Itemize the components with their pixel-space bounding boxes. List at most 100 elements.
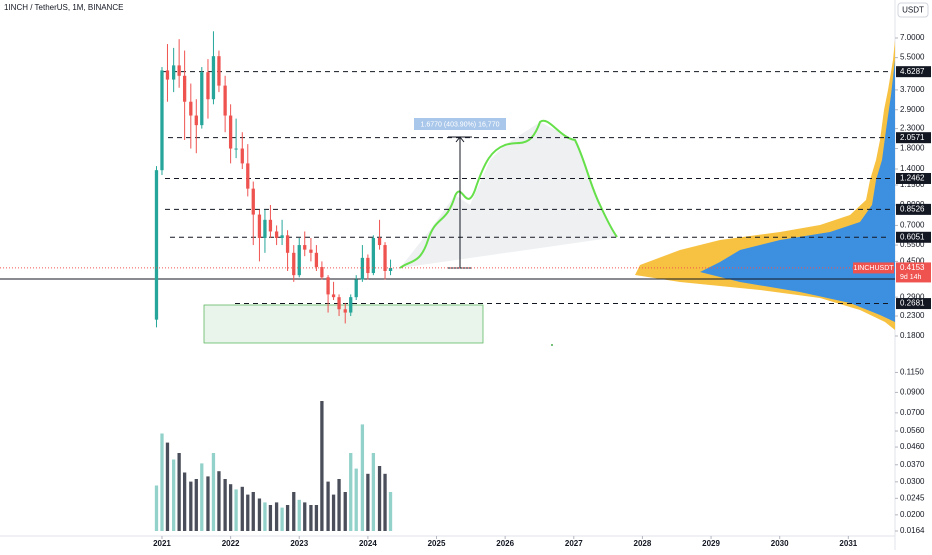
currency[interactable]: USDT [902, 6, 924, 15]
candle-body [285, 235, 290, 253]
y-tick-label: 0.0700 [900, 408, 925, 417]
measure-label-box [414, 118, 506, 130]
candle-body [320, 267, 324, 278]
candle-body [217, 56, 221, 86]
volume-bar [223, 479, 227, 531]
volume-bar [251, 492, 255, 531]
candle-body [349, 297, 353, 313]
chart-title: 1INCH / TetherUS, 1M, BINANCE [4, 3, 123, 12]
candle-body [177, 65, 181, 76]
projection-line [399, 119, 618, 269]
x-tick-label: 2031 [839, 539, 857, 548]
volume-bar [165, 442, 170, 531]
volume-bar [189, 481, 193, 531]
volume-bar [320, 401, 324, 531]
volume-bar [160, 433, 164, 531]
x-tick-label: 2025 [428, 539, 446, 548]
volume-bar [360, 424, 365, 531]
currency-button[interactable] [897, 2, 929, 18]
level-label: 1.2462 [900, 174, 925, 183]
y-tick-label: 1.1500 [900, 180, 925, 189]
candle-body [309, 249, 313, 253]
volume-bar [246, 494, 250, 531]
candle-body [314, 252, 319, 268]
candle-body [234, 148, 238, 150]
candle-body [223, 85, 227, 116]
volume-bar [263, 502, 267, 531]
candle-body [388, 267, 393, 271]
volume-bar [377, 466, 382, 531]
level-label: 4.6287 [900, 67, 925, 76]
volume-bar [309, 505, 313, 531]
y-tick-label: 0.1800 [900, 331, 925, 340]
volume-bar [240, 486, 244, 531]
y-tick-label: 0.0460 [900, 442, 925, 451]
candle-body [228, 115, 233, 149]
y-tick-label: 0.0164 [900, 526, 925, 535]
volume-bar [177, 453, 181, 531]
x-tick-label: 2029 [702, 539, 720, 548]
candle-body [171, 65, 176, 80]
y-tick-label: 0.4500 [900, 257, 925, 266]
volume-bar [200, 463, 204, 531]
level-tag [896, 231, 931, 243]
y-tick-label: 1.8000 [900, 144, 925, 153]
candle-body [337, 297, 341, 310]
measure-arrow [455, 136, 465, 143]
x-tick-label: 2027 [565, 539, 583, 548]
candle-body [371, 237, 376, 274]
x-tick-label: 2026 [496, 539, 514, 548]
level-label: 0.6051 [900, 232, 925, 241]
candle-body [326, 277, 330, 295]
level-label: 0.8526 [900, 204, 925, 213]
volume-bar [171, 459, 176, 531]
candle-body [154, 170, 159, 320]
last-price-tag [896, 262, 931, 283]
volume-bar [154, 485, 159, 531]
y-tick-label: 1.4000 [900, 164, 925, 173]
y-tick-label: 0.2900 [900, 292, 925, 301]
volume-bar [194, 479, 198, 531]
candle-body [263, 219, 267, 238]
y-tick-label: 0.0300 [900, 477, 925, 486]
level-tag [896, 66, 931, 78]
candle-body [189, 101, 193, 116]
y-tick-label: 0.0245 [900, 493, 925, 502]
y-tick-label: 5.5000 [900, 53, 925, 62]
candle-body [354, 279, 358, 298]
level-tag [896, 298, 931, 310]
volume-profile-blue [700, 60, 895, 322]
symbol-tag [853, 262, 894, 274]
volume-bar [349, 453, 353, 531]
candle-body [211, 56, 216, 100]
volume-bar [331, 494, 336, 531]
volume-bar [234, 489, 238, 531]
candle-body [366, 257, 370, 274]
candle-body [182, 75, 187, 102]
candle-body [160, 70, 164, 171]
volume-bar [371, 453, 376, 531]
volume-bar [211, 453, 216, 531]
volume-bar [326, 481, 330, 531]
candle-body [297, 245, 301, 276]
volume-bar [285, 505, 290, 531]
candle-body [292, 252, 296, 276]
candle-body [251, 188, 255, 215]
volume-bar [257, 498, 262, 531]
candle-body [360, 257, 365, 280]
volume-bar [206, 476, 210, 531]
candle-body [383, 245, 387, 271]
measure-label: 1.6770 (403.90%) 16,770 [420, 121, 499, 128]
y-tick-label: 7.0000 [900, 33, 925, 42]
x-tick-label: 2030 [771, 539, 789, 548]
volume-bar [337, 479, 341, 531]
volume-bar [343, 492, 347, 531]
level-label: 2.0571 [900, 133, 925, 142]
candle-body [194, 115, 198, 126]
projection-shade [400, 122, 617, 268]
dot [551, 344, 553, 346]
candle-body [246, 163, 250, 189]
volume-bar [297, 499, 301, 531]
volume-bar [366, 473, 370, 531]
